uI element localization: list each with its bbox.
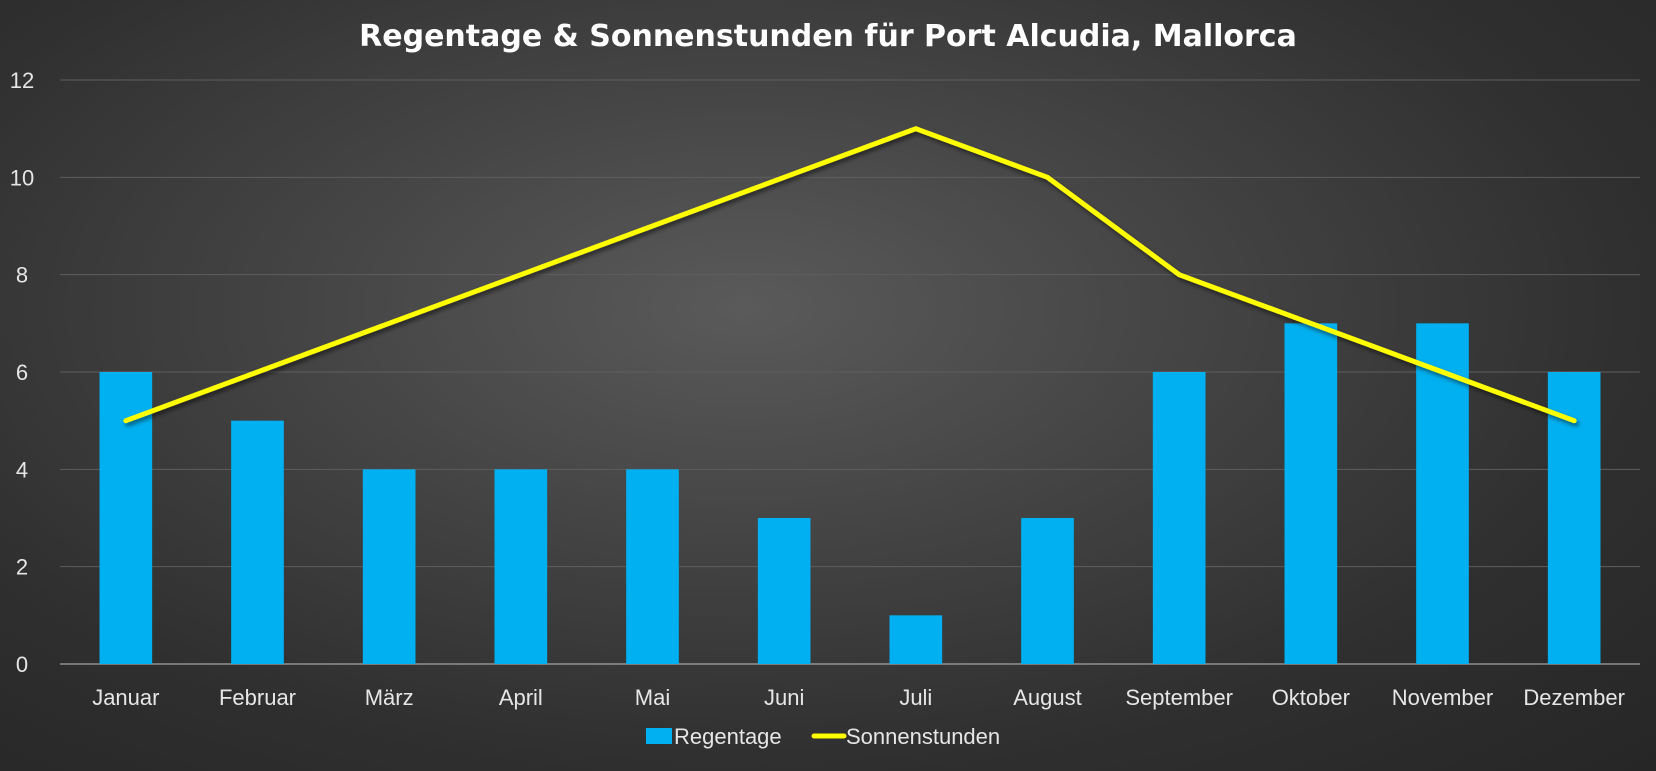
chart-title: Regentage & Sonnenstunden für Port Alcud… [359, 19, 1297, 54]
bar [494, 469, 548, 664]
legend-label: Regentage [674, 724, 782, 749]
x-tick-label: Dezember [1523, 685, 1624, 710]
x-tick-label: Juli [899, 685, 932, 710]
x-tick-label: Oktober [1272, 685, 1350, 710]
bar [1021, 518, 1074, 664]
line-point [652, 225, 653, 227]
line-point [1310, 322, 1312, 324]
y-axis: 0 2 4 6 8 10 12 [10, 68, 34, 677]
line-point [257, 371, 258, 373]
bar [1152, 372, 1206, 664]
line-point [783, 176, 785, 178]
y-tick-label: 10 [10, 165, 34, 190]
gridlines [60, 79, 1640, 665]
x-tick-label: Juni [764, 685, 804, 710]
bar [757, 518, 811, 664]
x-tick-label: November [1392, 685, 1493, 710]
line-point [520, 274, 522, 276]
bar [889, 615, 943, 664]
bar [231, 420, 284, 664]
x-tick-label: August [1013, 685, 1082, 710]
line-point [915, 128, 917, 130]
y-tick-label: 12 [10, 68, 34, 93]
line-series [123, 126, 1577, 424]
x-tick-label: Januar [92, 685, 159, 710]
legend-bar-swatch [646, 728, 672, 744]
series-line [123, 126, 1577, 424]
y-tick-label: 0 [16, 652, 28, 677]
line-point [388, 322, 390, 324]
x-tick-label: März [365, 685, 414, 710]
x-tick-label: September [1125, 685, 1233, 710]
line-point [1178, 274, 1180, 276]
line-point [1442, 371, 1443, 373]
legend-label: Sonnenstunden [846, 724, 1000, 749]
x-tick-label: Februar [219, 685, 296, 710]
y-tick-label: 8 [16, 263, 28, 288]
x-tick-label: Mai [635, 685, 670, 710]
legend: Regentage Sonnenstunden [646, 724, 1000, 749]
line-point [1047, 176, 1048, 178]
y-tick-label: 6 [16, 360, 28, 385]
bar [1284, 323, 1338, 664]
y-tick-label: 2 [16, 555, 28, 580]
y-tick-label: 4 [16, 457, 28, 482]
x-axis: Januar Februar März April Mai Juni Juli August S… [92, 685, 1625, 710]
x-tick-label: April [499, 685, 543, 710]
bar [626, 469, 679, 664]
bar-series [99, 323, 1601, 664]
line-point [1573, 420, 1575, 422]
bar [362, 469, 416, 664]
line-point [125, 420, 127, 422]
